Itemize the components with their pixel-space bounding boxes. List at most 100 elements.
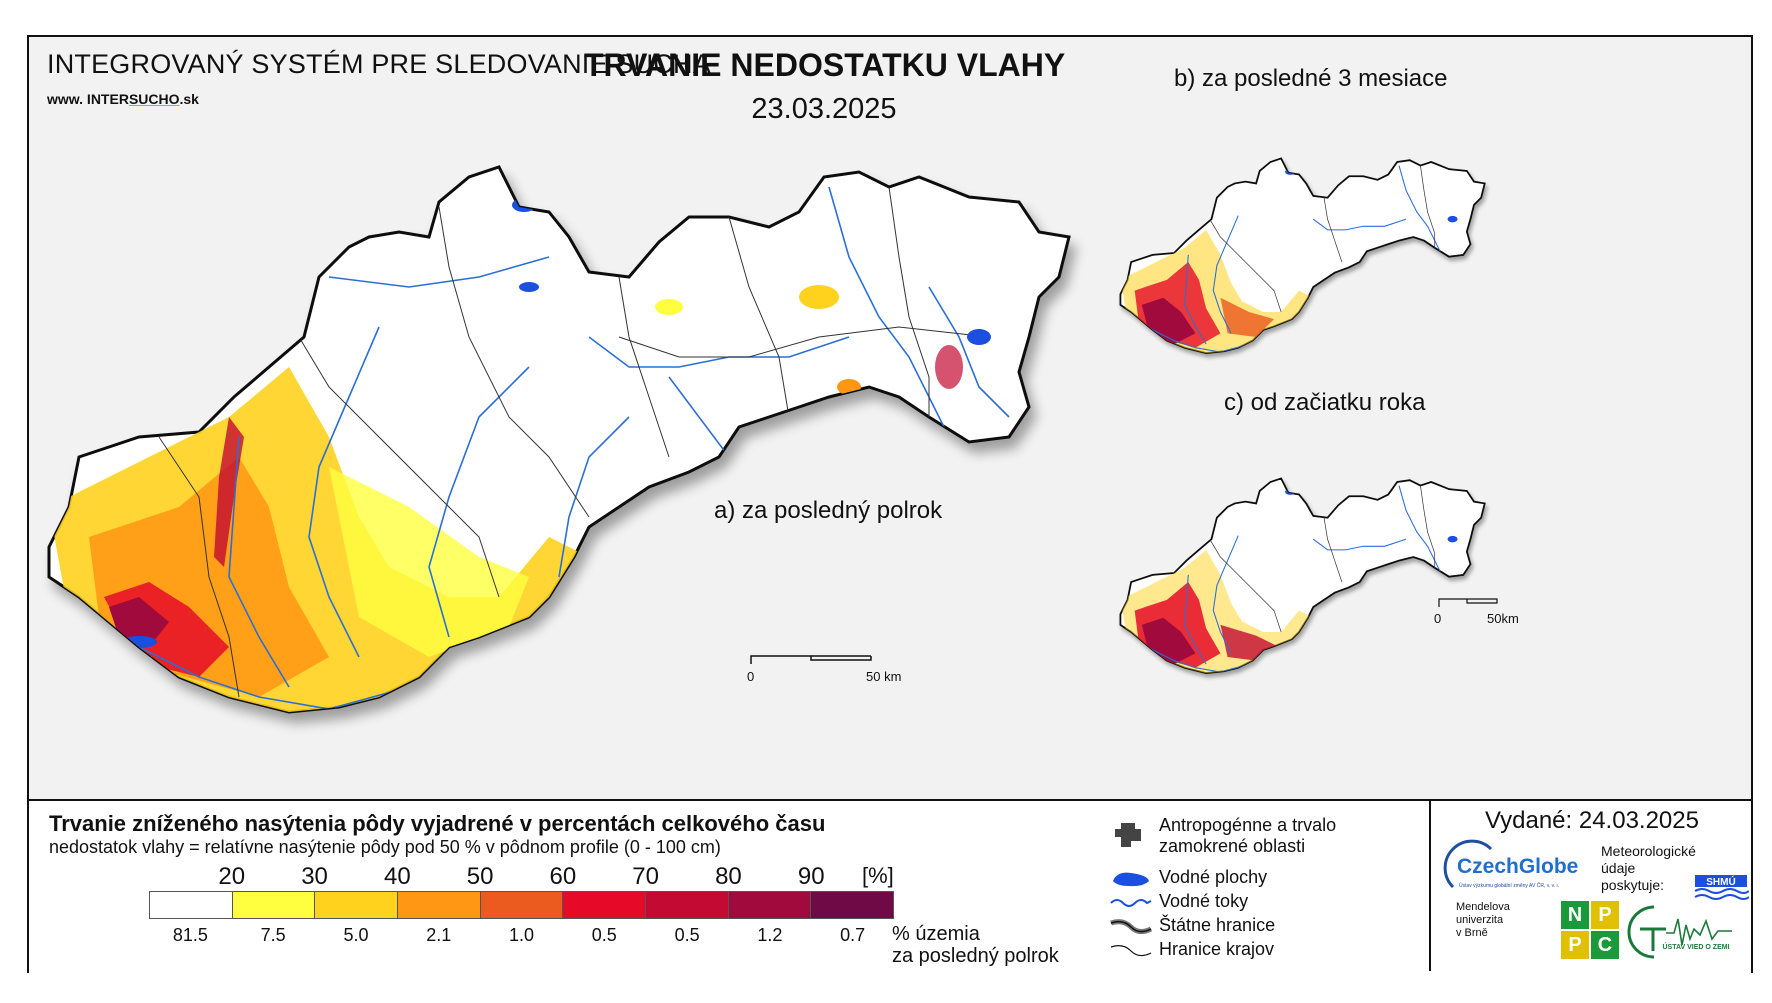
small-scale-end: 50km [1487,611,1519,626]
colorbar-percentage-3: 2.1 [426,925,452,945]
colorbar-cell-7 [728,892,812,918]
meteo-line2: údaje [1601,860,1636,876]
colorbar-cell-1 [232,892,316,918]
meteo-line1: Meteorologické [1601,843,1696,859]
state-border-label: Štátne hranice [1159,915,1276,935]
nppc-letter-2: P [1561,931,1589,959]
symbol-state-border: Štátne hranice [1110,915,1276,936]
mendel-line3: v Brně [1456,927,1488,939]
map-area: INTEGROVANÝ SYSTÉM PRE SLEDOVANIE SUCHA … [29,37,1751,797]
colorbar-tick-40: 40 [383,863,411,890]
meteo-line3: poskytuje: [1601,877,1665,893]
small-map-year [1119,477,1486,674]
drought-patch-east3 [935,345,963,389]
mendel-university-logo: Mendelova univerzita v Brně [1456,901,1510,940]
water-body-liptov [519,282,539,292]
colorbar-tick-80: 80 [715,863,742,890]
small-scale-start: 0 [1434,611,1442,626]
colorbar-tick-50: 50 [466,863,494,890]
uvz-logo: ÚSTAV VIED O ZEMI [1627,905,1732,959]
drought-patch-east [799,285,839,309]
water-body-icon [1113,872,1149,887]
nppc-letter-0: N [1561,901,1589,929]
issued-date: Vydané: 24.03.2025 [1485,807,1699,834]
colorbar-cell-6 [646,892,729,918]
panel-a-label: a) za posledný polrok [714,497,943,524]
region-borders [158,186,990,698]
colorbar-cell-8 [811,892,894,918]
czechglobe-logo: CzechGlobe Ústav výzkumu globální změny … [1443,839,1578,889]
svg-text:ÚSTAV VIED O ZEMI: ÚSTAV VIED O ZEMI [1662,942,1729,951]
rivers-label: Vodné toky [1159,891,1249,911]
percentage-note: % územia za posledný polrok [892,923,1059,967]
main-scale-end: 50 km [866,669,902,684]
colorbar-percentage-6: 0.5 [674,925,700,945]
colorbar-tick-90: 90 [797,863,825,890]
legend-area: Trvanie zníženého nasýtenia pôdy vyjadre… [29,799,1751,973]
small-scale-bar [1438,598,1498,607]
colorbar-ticks: 20 30 40 50 60 70 80 90 [149,863,939,890]
symbol-region-border: Hranice krajov [1110,939,1275,960]
system-title: INTEGROVANÝ SYSTÉM PRE SLEDOVANIE SUCHA [47,49,711,79]
mendel-line2: univerzita [1456,914,1504,926]
nppc-letter-1: P [1591,901,1619,929]
pct-note-line1: % územia [892,923,980,945]
issued-box: Vydané: 24.03.2025 CzechGlobe Ústav výzk… [1429,801,1753,971]
colorbar-tick-60: 60 [549,863,577,890]
colorbar-percentage-1: 7.5 [260,925,286,945]
colorbar-tick-70: 70 [632,863,660,890]
river-icon [1110,899,1152,907]
colorbar-percentages: 81.5 7.5 5.0 2.1 1.0 0.5 0.5 1.2 0.7 [149,925,894,946]
colorbar [149,891,894,919]
rivers-main [108,186,1010,710]
water-bodies-label: Vodné plochy [1159,867,1268,887]
map-title: TRVANIE NEDOSTATKU VLAHY [584,47,1066,83]
svg-text:Ústav výzkumu globální změny A: Ústav výzkumu globální změny AV ČR, v. v… [1459,882,1559,889]
region-border-label: Hranice krajov [1159,939,1275,959]
colorbar-percentage-0: 81.5 [172,925,208,945]
figure-frame: INTEGROVANÝ SYSTÉM PRE SLEDOVANIE SUCHA … [27,35,1753,973]
main-scale-start: 0 [747,669,755,684]
symbol-water-bodies: Vodné plochy [1113,867,1268,888]
colorbar-percentage-2: 5.0 [343,925,369,945]
drought-patch-center [655,299,683,315]
water-body-sirava [967,329,991,345]
colorbar-cell-5 [563,892,647,918]
symbol-rivers: Vodné toky [1110,891,1249,912]
panel-c-label: c) od začiatku roka [1224,389,1426,416]
anthropogenic-icon [1115,823,1141,847]
colorbar-percentage-7: 1.2 [757,925,783,945]
drought-zone-light [329,467,529,657]
mendel-line1: Mendelova [1456,901,1510,913]
colorbar-cell-3 [398,892,481,918]
map-date: 23.03.2025 [751,93,897,125]
svg-text:CzechGlobe: CzechGlobe [1457,855,1578,878]
shmu-logo: SHMÚ [1694,875,1749,900]
state-border-icon [1110,919,1153,935]
url-prefix: www. INTER [47,91,129,107]
drought-zone-dark [109,597,169,647]
drought-strip-west [214,417,244,567]
colorbar-cell-4 [480,892,564,918]
legend-title: Trvanie zníženého nasýtenia pôdy vyjadre… [49,811,826,836]
legend-subtitle: nedostatok vlahy = relatívne nasýtenie p… [49,837,721,857]
symbol-anthropogenic: Antropogénne a trvalo zamokrené oblasti [1115,815,1337,857]
main-map-slovakia [47,165,1071,714]
colorbar-percentage-8: 0.7 [840,925,866,945]
colorbar-cell-2 [315,892,399,918]
region-border-icon [1110,945,1152,957]
panel-b-label: b) za posledné 3 mesiace [1174,65,1448,92]
colorbar-percentage-5: 0.5 [591,925,617,945]
nppc-letter-3: C [1591,931,1619,959]
pct-note-line2: za posledný polrok [892,945,1059,967]
anthropogenic-line2: zamokrené oblasti [1159,836,1306,856]
colorbar-cell-0 [150,892,233,918]
colorbar-unit: [%] [862,863,894,888]
website-url[interactable]: www. INTERSUCHO.sk [47,91,199,107]
url-highlight: SUCHO [128,91,180,107]
colorbar-percentage-4: 1.0 [509,925,535,945]
colorbar-tick-20: 20 [218,863,246,890]
svg-text:SHMÚ: SHMÚ [1706,875,1735,888]
anthropogenic-line1: Antropogénne a trvalo [1159,815,1337,835]
url-suffix: .sk [179,91,199,107]
